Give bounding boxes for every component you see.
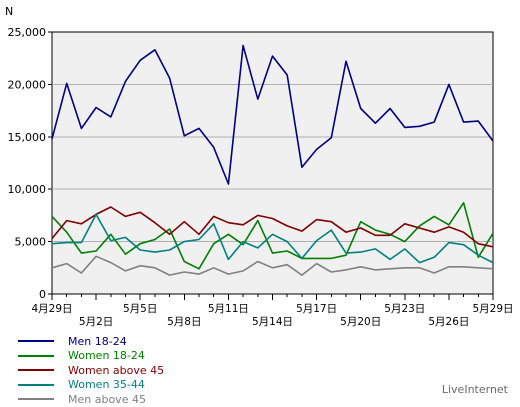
x-tick-label: 5月23日 bbox=[384, 303, 425, 315]
x-tick-label: 5月8日 bbox=[167, 316, 201, 328]
series-line-1 bbox=[51, 44, 494, 185]
legend-item: Women above 45 bbox=[18, 363, 164, 378]
legend-swatch bbox=[18, 340, 54, 343]
legend-label: Women 35-44 bbox=[68, 378, 145, 392]
y-tick-label: 25,000 bbox=[8, 26, 47, 39]
grid-lines bbox=[52, 83, 493, 243]
legend-swatch bbox=[18, 354, 54, 357]
legend-item: Men above 45 bbox=[18, 392, 164, 407]
legend-label: Women 18-24 bbox=[68, 349, 145, 363]
x-tick-label: 5月2日 bbox=[79, 316, 113, 328]
legend-label: Men above 45 bbox=[68, 392, 146, 406]
legend-label: Men 18-24 bbox=[68, 334, 127, 348]
series-line-4 bbox=[51, 213, 494, 264]
legend-item: Women 18-24 bbox=[18, 349, 164, 364]
line-chart: 0 5,000 10,000 15,000 20,000 25,000 4月29日 5月5日… bbox=[5, 5, 514, 328]
x-axis: 4月29日 5月5日 5月11日 5月17日 5月23日 5月29日 5月2日 5月8日 5月1… bbox=[31, 294, 514, 328]
x-tick-label: 4月29日 bbox=[31, 303, 72, 315]
legend-item: Men 18-24 bbox=[18, 334, 164, 349]
x-tick-label: 5月17日 bbox=[296, 303, 337, 315]
legend-swatch bbox=[18, 383, 54, 386]
y-tick-label: 5,000 bbox=[15, 236, 47, 249]
series-line-5 bbox=[51, 255, 494, 276]
y-axis: 0 5,000 10,000 15,000 20,000 25,000 bbox=[8, 26, 52, 301]
legend-swatch bbox=[18, 398, 54, 401]
y-tick-label: 15,000 bbox=[8, 131, 47, 144]
legend-swatch bbox=[18, 369, 54, 372]
series-lines bbox=[51, 44, 494, 276]
legend-item: Women 35-44 bbox=[18, 378, 164, 393]
brand-label: LiveInternet bbox=[441, 383, 508, 396]
y-tick-label: 10,000 bbox=[8, 183, 47, 196]
legend-label: Women above 45 bbox=[68, 363, 165, 377]
x-tick-label: 5月5日 bbox=[123, 303, 157, 315]
y-axis-label: N bbox=[5, 5, 13, 18]
series-line-2 bbox=[51, 202, 494, 270]
plot-area bbox=[51, 31, 494, 295]
series-line-3 bbox=[51, 206, 494, 248]
y-tick-label: 0 bbox=[39, 288, 46, 301]
x-tick-label: 5月29日 bbox=[472, 303, 513, 315]
x-tick-label: 5月11日 bbox=[208, 303, 249, 315]
x-tick-label: 5月26日 bbox=[428, 316, 469, 328]
y-tick-label: 20,000 bbox=[8, 78, 47, 91]
x-tick-label: 5月14日 bbox=[252, 316, 293, 328]
x-tick-label: 5月20日 bbox=[340, 316, 381, 328]
legend: Men 18-24 Women 18-24 Women above 45 Women … bbox=[18, 334, 164, 407]
